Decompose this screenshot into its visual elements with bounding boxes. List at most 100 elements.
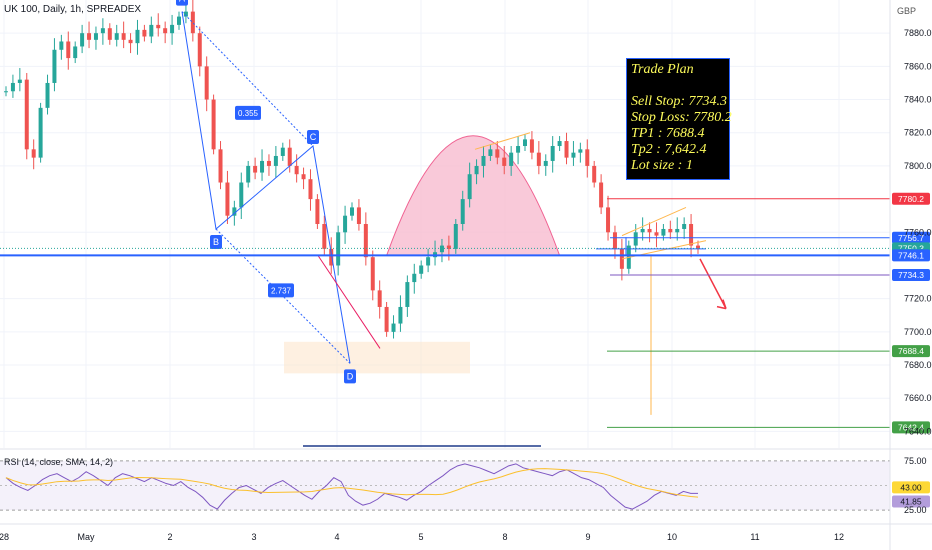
y-tick-label: 7880.0 bbox=[904, 28, 932, 38]
candle-body bbox=[557, 141, 562, 147]
candle-body bbox=[398, 306, 403, 324]
candle-body bbox=[640, 228, 645, 233]
candle-body bbox=[689, 224, 694, 246]
chart-title: UK 100, Daily, 1h, SPREADEX bbox=[4, 4, 142, 15]
y-tick-label: 7840.0 bbox=[904, 95, 932, 105]
price-badge-text: 7750.3 bbox=[898, 243, 924, 253]
x-tick-label: 9 bbox=[585, 532, 590, 542]
ratio-label bbox=[268, 283, 294, 298]
candle-body bbox=[308, 179, 313, 200]
candle-body bbox=[550, 146, 555, 161]
rsi-panel: 43.00 41.85 bbox=[0, 460, 930, 511]
candles bbox=[4, 0, 700, 339]
candle-body bbox=[107, 28, 112, 40]
y-tick-label: 7660.0 bbox=[904, 393, 932, 403]
candle-body bbox=[93, 33, 98, 40]
price-badge bbox=[892, 421, 930, 434]
candle-body bbox=[343, 215, 348, 233]
candle-body bbox=[529, 139, 534, 153]
candle-body bbox=[322, 224, 327, 249]
candle-body bbox=[87, 33, 92, 40]
candle-body bbox=[24, 79, 29, 150]
x-tick-label: 12 bbox=[834, 532, 844, 542]
price-badge-text: 7746.1 bbox=[898, 250, 924, 260]
candle-body bbox=[502, 157, 507, 166]
candle-body bbox=[4, 91, 8, 93]
rsi-tick-label: 75.00 bbox=[904, 456, 927, 466]
candle-body bbox=[675, 228, 680, 233]
price-badge bbox=[892, 345, 930, 358]
price-badge bbox=[892, 192, 930, 205]
y-tick-label: 7680.0 bbox=[904, 360, 932, 370]
pattern-point-letter: D bbox=[347, 371, 354, 381]
ratio-label bbox=[235, 105, 261, 120]
candle-body bbox=[135, 29, 140, 44]
candle-body bbox=[73, 46, 78, 59]
candle-body bbox=[31, 149, 36, 158]
candle-body bbox=[253, 165, 258, 173]
pattern-point-letter: B bbox=[213, 237, 219, 247]
candle-body bbox=[592, 165, 597, 183]
rsi-badge-text: 43.00 bbox=[900, 482, 922, 492]
candle-body bbox=[100, 28, 105, 34]
candle-body bbox=[419, 265, 424, 274]
x-tick-label: 3 bbox=[251, 532, 256, 542]
candle-body bbox=[446, 245, 451, 249]
shading bbox=[284, 135, 561, 374]
down-arrow-head bbox=[716, 299, 727, 310]
candle-body bbox=[495, 149, 500, 158]
candle-body bbox=[668, 228, 673, 233]
price-badge-text: 7780.2 bbox=[898, 194, 924, 204]
y-tick-label: 7860.0 bbox=[904, 61, 932, 71]
candle-body bbox=[190, 11, 195, 34]
candle-body bbox=[266, 160, 271, 166]
rsi-label: RSI (14, close, SMA, 14, 2) bbox=[4, 457, 114, 467]
trend-line bbox=[474, 132, 531, 150]
candle-body bbox=[149, 24, 154, 37]
candle-body bbox=[536, 152, 541, 166]
ratio-text: 0.355 bbox=[238, 109, 259, 118]
x-tick-label: 8 bbox=[502, 532, 507, 542]
candle-body bbox=[294, 165, 299, 175]
candle-body bbox=[197, 33, 202, 67]
candle-body bbox=[80, 33, 85, 47]
rsi-line bbox=[5, 463, 698, 510]
rsi-badge-text: 41.85 bbox=[900, 497, 922, 507]
pattern-point-label bbox=[307, 130, 319, 145]
candle-body bbox=[246, 165, 251, 183]
candle-body bbox=[232, 207, 237, 216]
pattern-leg bbox=[181, 11, 351, 364]
price-badge-text: 7688.4 bbox=[898, 346, 924, 356]
rsi-badge bbox=[892, 495, 930, 508]
candle-body bbox=[45, 82, 50, 108]
candle-body bbox=[177, 16, 181, 25]
down-arrow bbox=[699, 258, 727, 309]
candle-body bbox=[280, 147, 285, 156]
candle-body bbox=[52, 49, 57, 83]
price-levels: 7780.27756.77750.359:027746.17734.37688.… bbox=[0, 192, 930, 434]
candle-body bbox=[211, 99, 216, 150]
price-badge bbox=[892, 249, 930, 262]
pattern-point-label bbox=[210, 234, 222, 249]
candle-body bbox=[612, 232, 617, 249]
candle-body bbox=[633, 232, 638, 246]
pattern-point-label bbox=[176, 0, 188, 6]
candle-body bbox=[467, 174, 472, 200]
candle-body bbox=[654, 232, 659, 236]
trend-line bbox=[621, 206, 687, 237]
ratio-text: 2.737 bbox=[271, 286, 292, 295]
candle-body bbox=[599, 182, 604, 208]
candle-body bbox=[239, 182, 244, 208]
cup-pattern-shading bbox=[385, 135, 561, 257]
y-tick-label: 7700.0 bbox=[904, 327, 932, 337]
y-tick-label: 7820.0 bbox=[904, 128, 932, 138]
candle-body bbox=[183, 11, 188, 17]
currency-label: GBP bbox=[896, 6, 916, 16]
candle-body bbox=[128, 39, 133, 44]
candle-body bbox=[523, 139, 527, 147]
x-tick-label: 28 bbox=[0, 532, 9, 542]
rsi-ma-line bbox=[5, 468, 699, 498]
candle-body bbox=[453, 224, 458, 249]
